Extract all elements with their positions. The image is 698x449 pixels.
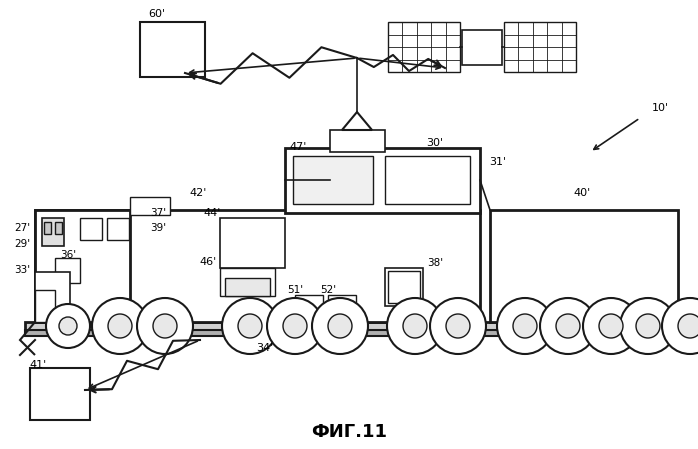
Text: 34': 34' (256, 343, 274, 353)
Circle shape (497, 298, 553, 354)
Bar (293, 156, 373, 204)
Circle shape (446, 314, 470, 338)
Bar (35, 210, 130, 322)
Text: 29': 29' (14, 239, 30, 249)
Bar (490, 210, 678, 322)
Circle shape (283, 314, 307, 338)
Bar (55, 222, 62, 234)
Circle shape (238, 314, 262, 338)
Bar (285, 148, 480, 213)
Bar (328, 295, 356, 320)
Text: 60': 60' (149, 9, 165, 19)
Text: 44': 44' (203, 208, 221, 218)
Bar (225, 278, 270, 296)
Circle shape (46, 304, 90, 348)
Circle shape (328, 314, 352, 338)
Text: 31': 31' (489, 157, 507, 167)
Circle shape (137, 298, 193, 354)
Bar (220, 268, 275, 296)
Bar (388, 22, 460, 72)
Bar (504, 22, 576, 72)
Text: 47': 47' (289, 142, 306, 152)
Text: 39': 39' (150, 223, 166, 233)
Circle shape (153, 314, 177, 338)
Circle shape (59, 317, 77, 335)
Bar (35, 210, 480, 322)
Bar (107, 218, 129, 240)
Text: 42': 42' (189, 188, 207, 198)
Text: 46': 46' (200, 257, 216, 267)
Bar (220, 218, 285, 268)
Text: ФИГ.11: ФИГ.11 (311, 423, 387, 441)
Bar (295, 295, 323, 320)
Circle shape (387, 298, 443, 354)
Text: 41': 41' (29, 360, 47, 370)
Circle shape (312, 298, 368, 354)
Text: 38': 38' (427, 258, 443, 268)
Bar (25, 322, 670, 330)
Text: 27': 27' (14, 223, 30, 233)
Bar (30, 368, 90, 420)
Circle shape (678, 314, 698, 338)
Bar (42, 218, 64, 246)
Text: 40': 40' (573, 188, 591, 198)
Text: 30': 30' (426, 138, 443, 148)
Bar (35, 272, 70, 322)
Text: 37': 37' (150, 208, 166, 218)
Bar (462, 30, 502, 65)
Polygon shape (342, 112, 372, 130)
Text: 33': 33' (14, 265, 30, 275)
Bar (385, 268, 423, 306)
Bar (25, 330, 670, 336)
Circle shape (403, 314, 427, 338)
Circle shape (108, 314, 132, 338)
Bar (44, 222, 51, 234)
Text: 51': 51' (287, 285, 303, 295)
Circle shape (636, 314, 660, 338)
Bar (385, 156, 470, 204)
Circle shape (620, 298, 676, 354)
Circle shape (513, 314, 537, 338)
Circle shape (430, 298, 486, 354)
Text: 52': 52' (320, 285, 336, 295)
Text: 36': 36' (60, 250, 76, 260)
Text: 10': 10' (651, 103, 669, 113)
Circle shape (267, 298, 323, 354)
Circle shape (599, 314, 623, 338)
Bar (55, 258, 80, 283)
Bar (130, 197, 170, 215)
Bar (140, 22, 205, 77)
Bar (330, 130, 385, 152)
Circle shape (583, 298, 639, 354)
Bar (388, 271, 420, 303)
Bar (35, 290, 55, 322)
Circle shape (540, 298, 596, 354)
Circle shape (222, 298, 278, 354)
Bar (80, 218, 102, 240)
Circle shape (662, 298, 698, 354)
Circle shape (556, 314, 580, 338)
Circle shape (92, 298, 148, 354)
